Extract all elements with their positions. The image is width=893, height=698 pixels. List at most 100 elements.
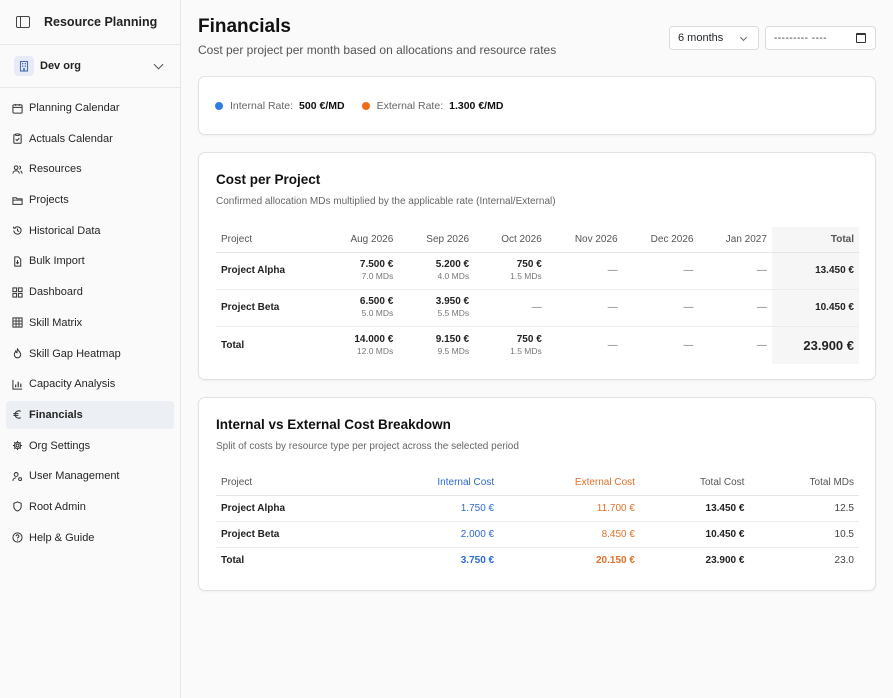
sidebar-item-label: Capacity Analysis <box>29 378 116 391</box>
column-header-nov-2026: Nov 2026 <box>546 227 623 253</box>
sidebar-item-label: Dashboard <box>29 286 83 299</box>
empty-value: — <box>531 302 542 313</box>
column-header-total-cost: Total Cost <box>639 470 750 496</box>
sidebar-item-user-management[interactable]: User Management <box>6 462 174 490</box>
calendar-icon <box>12 103 23 114</box>
period-select-value: 6 months <box>678 32 724 44</box>
table-total-row: Total 3.750 € 20.150 € 23.900 € 23.0 <box>216 547 859 573</box>
org-name: Dev org <box>40 60 81 72</box>
cost-amount: 750 € <box>516 333 542 345</box>
sidebar-item-label: Org Settings <box>29 439 91 452</box>
cost-breakdown-card: Internal vs External Cost Breakdown Spli… <box>198 397 876 591</box>
total-mds: 10.5 <box>749 521 859 548</box>
card-subtitle: Confirmed allocation MDs multiplied by t… <box>216 196 556 207</box>
cost-amount: 6.500 € <box>359 296 394 307</box>
column-header-dec-2026: Dec 2026 <box>622 227 699 253</box>
total-mds: 12.5 <box>749 495 859 522</box>
md-count: 5.0 MDs <box>361 308 394 318</box>
sidebar-toggle-icon[interactable] <box>16 16 30 28</box>
empty-value: — <box>683 339 694 351</box>
sidebar-item-planning-calendar[interactable]: Planning Calendar <box>6 94 174 122</box>
month-cell: — <box>547 326 623 364</box>
md-count: 9.5 MDs <box>437 345 470 356</box>
sidebar-item-label: Skill Matrix <box>29 316 83 329</box>
sidebar-item-bulk-import[interactable]: Bulk Import <box>6 247 174 275</box>
sidebar-item-label: Help & Guide <box>29 531 95 544</box>
column-header-project: Project <box>216 470 365 496</box>
total-cost: 10.450 € <box>639 521 750 548</box>
internal-cost: 2.000 € <box>364 521 500 548</box>
gear-icon <box>12 440 23 451</box>
month-cell: — <box>546 289 623 327</box>
cost-per-project-table: Project Aug 2026 Sep 2026 Oct 2026 Nov 2026 D… <box>216 227 859 364</box>
row-total: 23.900 € <box>771 326 859 364</box>
sidebar-item-resources[interactable]: Resources <box>6 155 174 183</box>
internal-cost: 3.750 € <box>460 554 495 566</box>
sidebar-item-projects[interactable]: Projects <box>6 186 174 214</box>
sidebar-item-label: Projects <box>29 194 69 207</box>
month-input-value: --------- ---- <box>774 32 828 44</box>
sidebar-item-org-settings[interactable]: Org Settings <box>6 432 174 460</box>
sidebar-item-capacity-analysis[interactable]: Capacity Analysis <box>6 370 174 398</box>
cost-amount: 9.150 € <box>435 333 470 345</box>
internal-rate-value: 500 €/MD <box>299 99 345 112</box>
sidebar-divider <box>0 87 180 88</box>
month-cell: — <box>698 289 772 327</box>
month-cell: — <box>474 289 547 327</box>
column-header-project: Project <box>216 227 323 253</box>
sidebar-item-help-guide[interactable]: Help & Guide <box>6 524 174 552</box>
sidebar-item-label: User Management <box>29 470 120 483</box>
column-header-total-mds: Total MDs <box>749 470 859 496</box>
column-header-jan-2027: Jan 2027 <box>698 227 772 253</box>
sidebar-item-dashboard[interactable]: Dashboard <box>6 278 174 306</box>
period-select[interactable]: 6 months <box>669 26 759 50</box>
total-cost: 23.900 € <box>705 554 745 566</box>
folder-icon <box>12 195 23 206</box>
shield-icon <box>12 501 23 513</box>
empty-value: — <box>756 339 767 351</box>
card-title: Internal vs External Cost Breakdown <box>216 417 451 432</box>
page-title: Financials <box>198 16 291 37</box>
chevron-down-icon <box>153 59 164 69</box>
table-row: Project Beta 2.000 €8.450 €10.450 €10.5 <box>216 521 859 548</box>
sidebar-item-actuals-calendar[interactable]: Actuals Calendar <box>6 125 174 153</box>
grid-icon <box>12 317 23 328</box>
empty-value: — <box>683 302 694 313</box>
sidebar-item-skill-matrix[interactable]: Skill Matrix <box>6 309 174 337</box>
sidebar-item-label: Actuals Calendar <box>29 132 113 145</box>
sidebar-item-root-admin[interactable]: Root Admin <box>6 493 174 521</box>
month-input[interactable]: --------- ---- <box>765 26 876 50</box>
month-cell: 5.200 €4.0 MDs <box>398 252 475 290</box>
column-header-external-cost: External Cost <box>499 470 640 496</box>
month-cell: — <box>622 252 699 290</box>
calendar-icon[interactable] <box>856 33 866 43</box>
project-name: Project Alpha <box>216 252 323 290</box>
sidebar-nav: Planning Calendar Actuals Calendar Resourc… <box>0 88 180 552</box>
month-cell: 750 €1.5 MDs <box>474 326 547 364</box>
flame-icon <box>12 348 23 359</box>
cost-breakdown-table: Project Internal Cost External Cost Total C… <box>216 470 859 573</box>
table-header-row: Project Internal Cost External Cost Total C… <box>216 470 859 496</box>
empty-value: — <box>756 302 767 313</box>
clipboard-check-icon <box>12 133 23 144</box>
month-cell: — <box>698 326 771 364</box>
main-content: Financials Cost per project per month ba… <box>181 0 893 698</box>
sidebar-item-skill-gap-heatmap[interactable]: Skill Gap Heatmap <box>6 340 174 368</box>
sidebar-item-financials[interactable]: Financials <box>6 400 174 429</box>
table-header-row: Project Aug 2026 Sep 2026 Oct 2026 Nov 2026 D… <box>216 227 859 253</box>
external-cost: 20.150 € <box>596 554 635 566</box>
month-cell: 6.500 €5.0 MDs <box>322 289 399 327</box>
sidebar-item-historical-data[interactable]: Historical Data <box>6 217 174 245</box>
org-switcher[interactable]: Dev org <box>0 45 180 87</box>
cost-amount: 750 € <box>516 259 542 270</box>
bar-chart-icon <box>12 379 23 390</box>
cost-per-project-card: Cost per Project Confirmed allocation MD… <box>198 152 876 380</box>
total-cost: 13.450 € <box>639 495 750 522</box>
building-icon <box>14 56 34 76</box>
external-rate-label: External Rate: <box>376 99 444 112</box>
empty-value: — <box>607 339 618 351</box>
page-subtitle: Cost per project per month based on allo… <box>198 43 557 57</box>
card-title: Cost per Project <box>216 172 321 187</box>
month-cell: 7.500 €7.0 MDs <box>322 252 399 290</box>
